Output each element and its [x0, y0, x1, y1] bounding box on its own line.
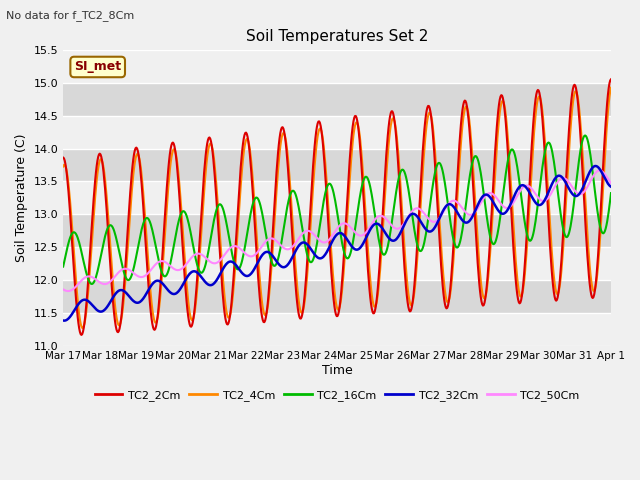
Y-axis label: Soil Temperature (C): Soil Temperature (C)	[15, 133, 28, 262]
Bar	[63, 148, 611, 181]
Bar	[63, 181, 611, 215]
Bar	[63, 313, 611, 346]
Bar	[63, 116, 611, 148]
Bar	[63, 215, 611, 247]
X-axis label: Time: Time	[322, 364, 353, 377]
Bar	[63, 280, 611, 313]
Bar	[63, 50, 611, 83]
Bar	[63, 83, 611, 116]
Text: No data for f_TC2_8Cm: No data for f_TC2_8Cm	[6, 10, 134, 21]
Text: SI_met: SI_met	[74, 60, 121, 73]
Legend: TC2_2Cm, TC2_4Cm, TC2_16Cm, TC2_32Cm, TC2_50Cm: TC2_2Cm, TC2_4Cm, TC2_16Cm, TC2_32Cm, TC…	[90, 386, 584, 406]
Bar	[63, 247, 611, 280]
Title: Soil Temperatures Set 2: Soil Temperatures Set 2	[246, 29, 428, 44]
